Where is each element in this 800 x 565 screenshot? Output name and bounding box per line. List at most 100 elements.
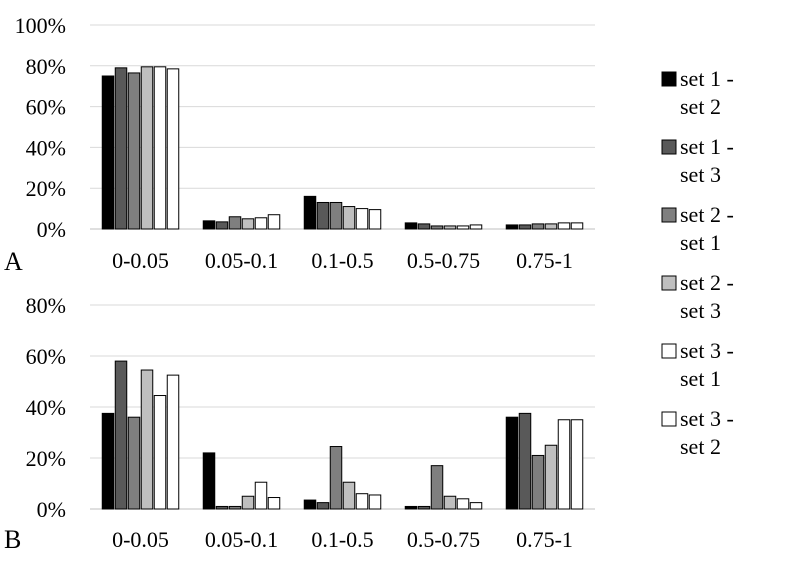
bar [368,209,382,230]
legend-swatch [661,343,677,359]
legend-label-line1: set 2 - [680,202,734,227]
y-tick-label: 0% [37,217,66,242]
x-tick-label: 0.1-0.5 [311,248,373,273]
bar [166,68,180,230]
bar [267,214,281,230]
bar [531,454,545,510]
legend-label-line2: set 3 [680,298,721,323]
y-tick-label: 0% [37,497,66,522]
x-tick-label: 0.5-0.75 [407,527,480,552]
bar [469,224,483,230]
bar [557,419,571,510]
legend-label-line1: set 1 - [680,134,734,159]
bar [316,201,330,230]
bar [303,499,317,510]
legend-swatch [661,139,677,155]
bar [430,465,444,510]
bar [241,218,255,230]
legend-label-line2: set 2 [680,94,721,119]
bar [114,360,128,510]
y-tick-label: 20% [26,446,66,471]
bar [342,206,356,230]
legend-swatch [661,411,677,427]
x-tick-label: 0.1-0.5 [311,527,373,552]
bar [202,452,216,510]
legend-label-line2: set 3 [680,162,721,187]
bar [303,195,317,230]
bar [430,225,444,230]
bar [518,412,532,510]
bar [228,216,242,230]
y-tick-label: 80% [26,293,66,318]
chart-panel-b: 0% 20% 40% 60% 80% 0-0.05 0.05-0.1 0.1-0.5 0.5-0… [4,293,595,554]
bar [127,72,141,230]
legend-label-line1: set 3 - [680,406,734,431]
x-tick-label: 0.5-0.75 [407,248,480,273]
bar [355,493,369,510]
y-tick-label: 60% [26,95,66,120]
bar [505,224,519,230]
panel-label: B [4,525,21,554]
legend-swatch [661,275,677,291]
bar [570,222,584,230]
legend-label-line1: set 3 - [680,338,734,363]
bar [404,222,418,230]
legend: set 1 - set 2 set 1 - set 3 set 2 - set 1 set … [661,66,734,459]
bar [153,395,167,510]
y-tick-label: 60% [26,344,66,369]
x-tick-label: 0.75-1 [516,527,573,552]
bar [456,498,470,510]
legend-label-line1: set 1 - [680,66,734,91]
bar [101,412,115,510]
x-tick-label: 0.75-1 [516,248,573,273]
bar [456,225,470,230]
x-tick-label: 0-0.05 [112,527,169,552]
bar [368,494,382,510]
legend-swatch [661,71,677,87]
y-tick-label: 20% [26,176,66,201]
bar [417,505,431,510]
bar [254,481,268,510]
y-tick-label: 80% [26,54,66,79]
bar [127,416,141,510]
x-tick-label: 0.05-0.1 [205,248,278,273]
legend-swatch [661,207,677,223]
bar [557,222,571,230]
bar [254,217,268,230]
chart-panel-a: 0% 20% 40% 60% 80% 100% 0-0.05 0.05-0.1 0.1-0.5 0… [4,13,595,276]
bar [443,495,457,510]
bar [518,224,532,230]
bar [342,481,356,510]
bar [355,208,369,230]
legend-label-line2: set 2 [680,434,721,459]
bar [544,223,558,230]
bar [241,495,255,510]
bar [166,374,180,510]
bar [544,444,558,510]
panel-label: A [4,247,23,276]
bar [505,416,519,510]
bar [153,66,167,230]
bar [140,369,154,510]
legend-label-line2: set 1 [680,366,721,391]
x-tick-label: 0.05-0.1 [205,527,278,552]
y-tick-label: 100% [15,13,66,38]
x-tick-label: 0-0.05 [112,248,169,273]
bar [140,66,154,230]
bar [101,75,115,230]
bar [570,419,584,510]
bar [267,497,281,510]
bar [531,223,545,230]
legend-label-line2: set 1 [680,230,721,255]
bar [417,223,431,230]
bar [202,220,216,230]
bar [114,67,128,230]
bar [329,201,343,230]
bar [316,502,330,510]
bar [469,502,483,510]
y-tick-label: 40% [26,395,66,420]
y-tick-label: 40% [26,135,66,160]
bar [215,221,229,230]
bar [228,505,242,510]
